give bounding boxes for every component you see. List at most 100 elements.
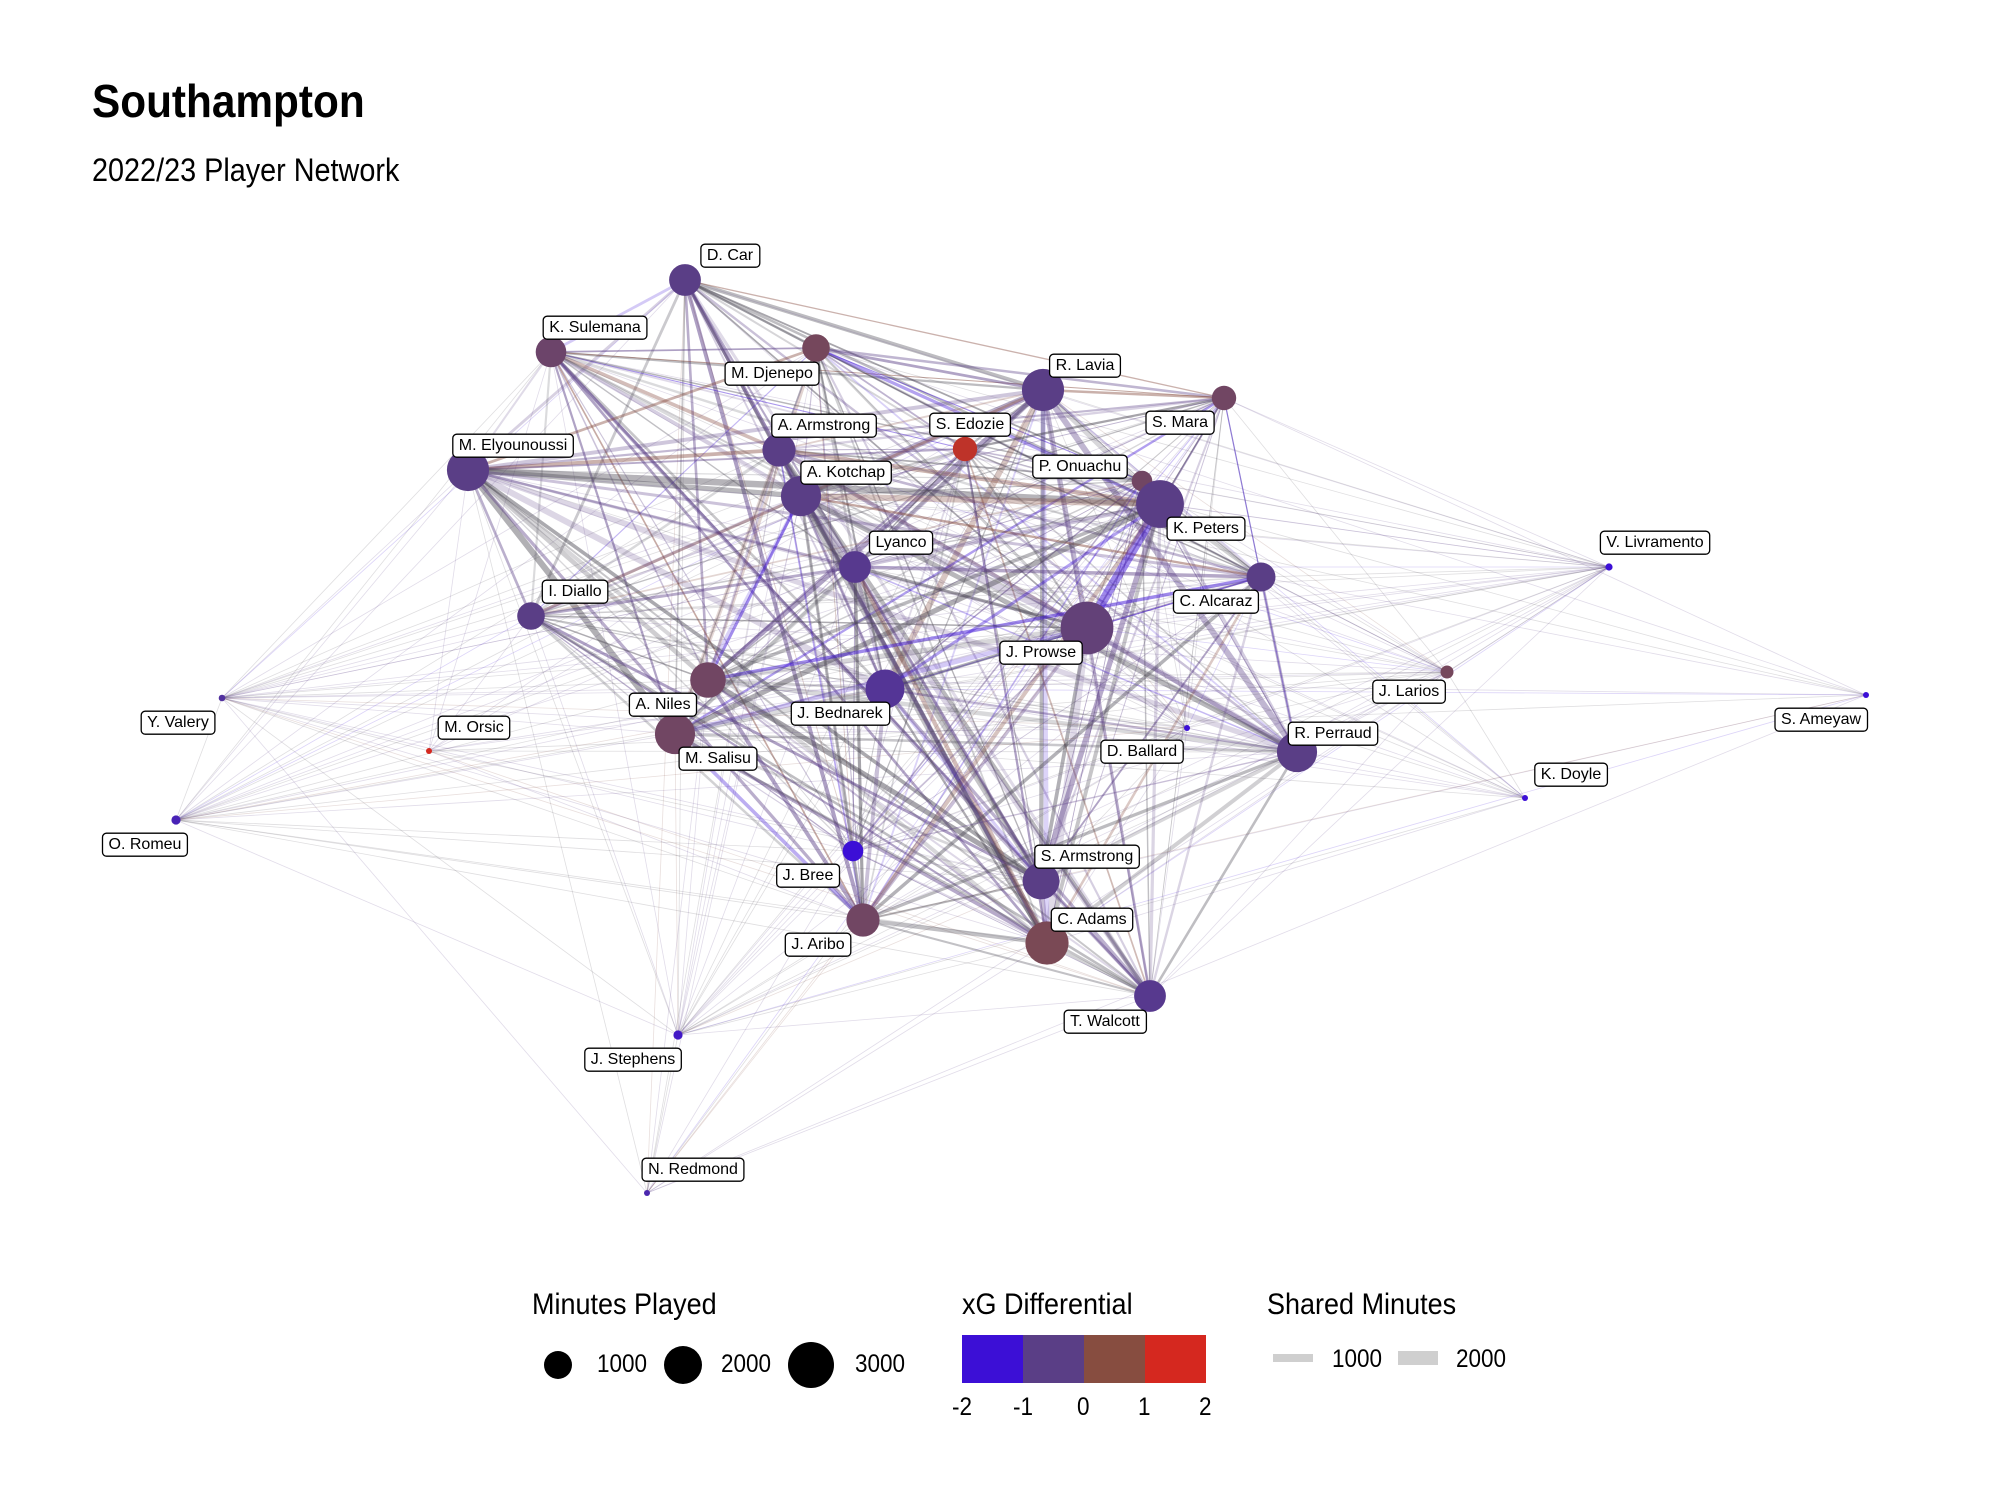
- player-label: A. Kotchap: [800, 460, 892, 485]
- player-node: [218, 694, 226, 702]
- edge: [175, 566, 856, 821]
- edge: [1039, 396, 1226, 883]
- edge: [706, 502, 1162, 682]
- edge: [706, 448, 781, 682]
- legend-xg-tick-label-1: 1: [1138, 1393, 1151, 1421]
- edge: [861, 575, 1263, 922]
- edge: [707, 679, 1188, 729]
- player-label-text: A. Kotchap: [807, 464, 885, 481]
- edge: [221, 576, 1262, 699]
- edge: [677, 566, 856, 1036]
- edge: [1158, 502, 1299, 754]
- legend-xg-tick-label-0: 0: [1077, 1393, 1090, 1421]
- edge: [814, 346, 1089, 630]
- player-label: K. Peters: [1166, 516, 1246, 541]
- player-label-text: J. Bednarek: [797, 705, 883, 722]
- edge: [175, 469, 469, 821]
- edge: [1040, 480, 1143, 882]
- edge: [815, 347, 1188, 729]
- edge: [677, 279, 686, 1036]
- player-label: C. Adams: [1050, 907, 1134, 932]
- player-label: R. Perraud: [1287, 721, 1379, 746]
- edge: [706, 346, 818, 682]
- player-label-box: [1063, 1009, 1148, 1034]
- edge: [1149, 727, 1188, 997]
- player-label-text: J. Aribo: [791, 936, 844, 953]
- edge: [883, 687, 1299, 754]
- edge: [465, 467, 1300, 755]
- edge: [1186, 727, 1526, 799]
- player-label: R. Lavia: [1048, 353, 1122, 378]
- player-label-text: R. Perraud: [1294, 725, 1371, 742]
- player-label-box: [1372, 679, 1446, 704]
- legend-xg-tick-label-neg1: -1: [1013, 1393, 1034, 1421]
- player-label-text: Y. Valery: [147, 714, 209, 731]
- edge: [465, 467, 1050, 946]
- edge: [1148, 750, 1299, 998]
- edge: [707, 566, 1610, 681]
- edge: [465, 467, 711, 683]
- player-node: [1022, 862, 1060, 900]
- edge: [1042, 389, 1610, 568]
- player-label: S. Mara: [1145, 410, 1215, 435]
- edge: [530, 615, 679, 1036]
- edge: [646, 694, 1867, 1194]
- edge: [862, 480, 1143, 921]
- player-label-text: K. Doyle: [1541, 766, 1602, 783]
- edge: [860, 501, 1163, 923]
- player-node: [1522, 795, 1528, 801]
- edge: [674, 576, 1262, 735]
- legend-minutes-label-2000: 2000: [721, 1350, 772, 1378]
- edge: [815, 347, 1048, 944]
- edge: [797, 492, 1091, 632]
- edge: [466, 468, 1263, 579]
- edge: [862, 448, 966, 921]
- edge: [673, 732, 1152, 998]
- edge: [221, 697, 430, 752]
- edge: [1141, 480, 1151, 997]
- player-label: J. Aribo: [784, 932, 852, 957]
- edge: [221, 480, 1143, 699]
- legend-xg-tick-label-neg2: -2: [952, 1393, 973, 1421]
- edge: [550, 351, 679, 1036]
- edge: [221, 389, 1044, 699]
- edge: [175, 495, 802, 821]
- edge: [964, 448, 1262, 578]
- edge: [884, 480, 1143, 690]
- edge: [221, 697, 1042, 882]
- legend-xg-tick-label-2: 2: [1199, 1393, 1212, 1421]
- edge: [672, 686, 888, 737]
- player-label-box: [1166, 516, 1246, 541]
- player-label-text: R. Lavia: [1056, 357, 1115, 374]
- edge: [963, 396, 1226, 451]
- edge: [530, 576, 1262, 617]
- legend-minutes-title: Minutes Played: [532, 1288, 717, 1321]
- edge: [677, 688, 886, 1036]
- legend-xg-swatch-3: [1084, 1335, 1145, 1383]
- player-label-text: S. Armstrong: [1041, 848, 1133, 865]
- player-label-box: [776, 863, 841, 888]
- edge: [852, 850, 1042, 882]
- edge: [705, 677, 1300, 755]
- player-label: M. Djenepo: [724, 361, 820, 386]
- edge: [776, 447, 1300, 755]
- player-label: K. Doyle: [1534, 762, 1609, 787]
- edge: [884, 566, 1610, 690]
- edge: [175, 389, 1044, 821]
- edge: [467, 469, 1188, 729]
- edge: [862, 880, 1042, 921]
- edge: [963, 447, 1089, 630]
- labels-layer: D. Car K. Sulemana M. Djenepo R. Lavia S. Ma…: [101, 243, 1869, 1182]
- player-label: J. Stephens: [584, 1047, 682, 1072]
- player-label-text: M. Salisu: [685, 750, 751, 767]
- player-label-text: C. Alcaraz: [1180, 593, 1253, 610]
- legend-xg-swatch-1: [962, 1335, 1023, 1383]
- edge: [705, 677, 1044, 884]
- edge: [677, 480, 1143, 1036]
- edge: [1039, 386, 1301, 756]
- player-node: [535, 336, 567, 368]
- edge: [221, 566, 856, 699]
- edge: [221, 697, 854, 852]
- edge: [853, 565, 1043, 883]
- legend-minutes-label-1000: 1000: [597, 1350, 648, 1378]
